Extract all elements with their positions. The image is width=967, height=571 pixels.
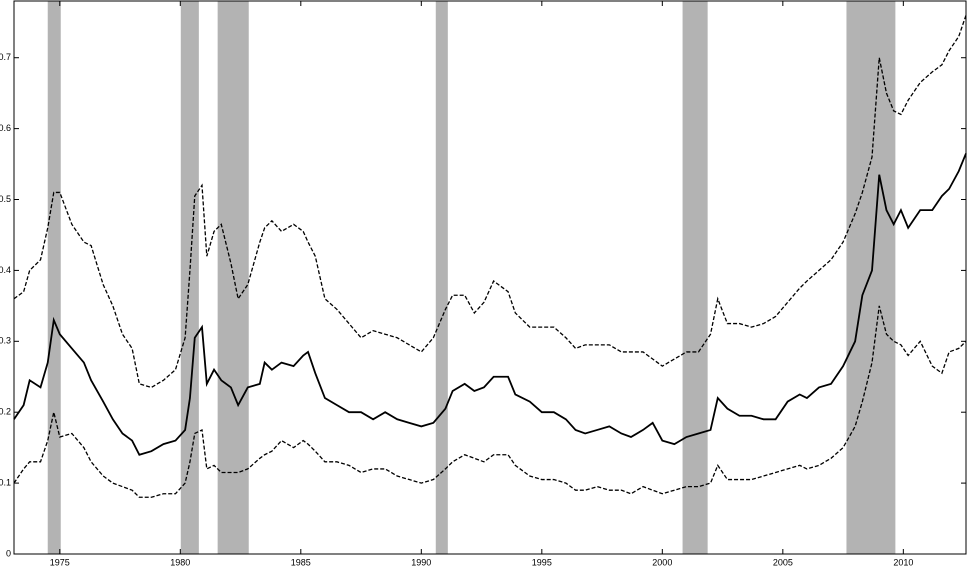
x-tick-label: 2000: [652, 557, 672, 567]
x-tick-label: 1990: [411, 557, 431, 567]
recession-band: [682, 1, 708, 554]
recession-band: [846, 1, 896, 554]
y-tick-label: 0.1: [0, 477, 11, 487]
y-tick-label: 0.4: [0, 265, 11, 275]
x-tick-label: 1985: [291, 557, 311, 567]
series-line: [13, 153, 967, 456]
y-tick-label: 0.5: [0, 194, 11, 204]
y-tick-label: 0: [6, 548, 11, 558]
y-tick-label: 0.2: [0, 407, 11, 417]
y-tick-label: 0.3: [0, 336, 11, 346]
plot-frame: [13, 0, 967, 555]
x-tick-label: 2005: [773, 557, 793, 567]
recession-band: [47, 1, 61, 554]
y-tick-label: 0.6: [0, 123, 11, 133]
series-line: [13, 14, 967, 389]
x-tick-label: 2010: [893, 557, 913, 567]
x-tick-label: 1980: [170, 557, 190, 567]
y-tick-label: 0.7: [0, 52, 11, 62]
recession-band: [435, 1, 448, 554]
x-tick-label: 1975: [50, 557, 70, 567]
series-line: [13, 305, 967, 498]
x-tick-label: 1995: [532, 557, 552, 567]
